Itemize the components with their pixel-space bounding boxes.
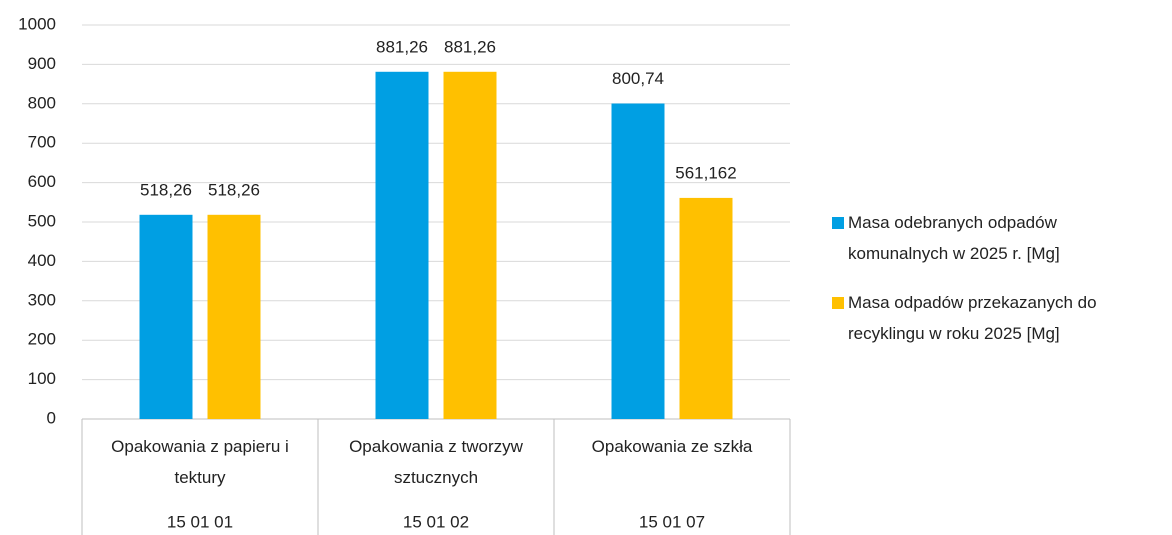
legend-swatch <box>832 217 844 229</box>
x-tick-code: 15 01 02 <box>403 512 469 531</box>
y-tick-label: 100 <box>28 369 56 388</box>
y-tick-label: 300 <box>28 290 56 309</box>
x-tick-label: Opakowania ze szkła <box>591 437 753 456</box>
bar <box>139 214 193 419</box>
bar <box>679 197 733 419</box>
x-tick-label: Opakowania z tworzyw sztucznych <box>349 437 523 487</box>
value-label: 881,26 <box>444 37 496 56</box>
y-tick-label: 1000 <box>18 14 56 33</box>
legend-label: Masa odpadów przekazanych do recyklingu … <box>848 293 1097 343</box>
y-tick-label: 0 <box>47 408 56 427</box>
y-tick-label: 200 <box>28 330 56 349</box>
value-label: 561,162 <box>675 163 736 182</box>
y-tick-label: 800 <box>28 93 56 112</box>
x-tick-code: 15 01 07 <box>639 512 705 531</box>
y-tick-label: 600 <box>28 172 56 191</box>
y-tick-label: 500 <box>28 211 56 230</box>
y-tick-label: 700 <box>28 133 56 152</box>
value-label: 800,74 <box>612 69 664 88</box>
legend-item: Masa odpadów przekazanych do recyklingu … <box>832 287 1172 349</box>
y-tick-label: 400 <box>28 251 56 270</box>
bar <box>207 214 261 419</box>
bar <box>611 103 665 420</box>
bar <box>375 71 429 419</box>
legend: Masa odebranych odpadów komunalnych w 20… <box>832 207 1172 367</box>
y-tick-label: 900 <box>28 54 56 73</box>
bar <box>443 71 497 419</box>
legend-label: Masa odebranych odpadów komunalnych w 20… <box>848 213 1060 263</box>
value-label: 518,26 <box>208 180 260 199</box>
x-tick-label: Opakowania z papieru i tektury <box>111 437 289 487</box>
value-label: 881,26 <box>376 37 428 56</box>
legend-swatch <box>832 297 844 309</box>
value-label: 518,26 <box>140 180 192 199</box>
legend-item: Masa odebranych odpadów komunalnych w 20… <box>832 207 1172 269</box>
x-tick-code: 15 01 01 <box>167 512 233 531</box>
